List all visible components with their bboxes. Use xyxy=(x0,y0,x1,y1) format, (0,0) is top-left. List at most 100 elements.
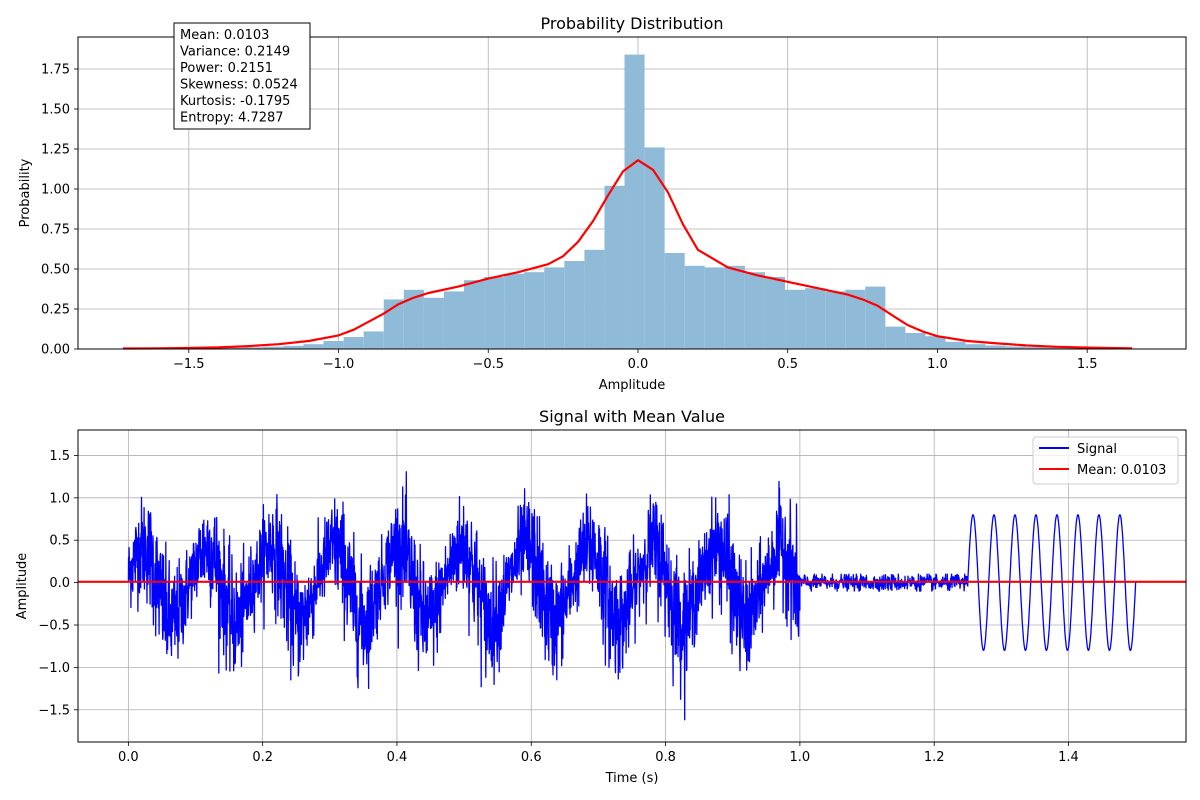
histogram-bar xyxy=(323,341,344,349)
signal-y-tick-label: 1.5 xyxy=(49,449,70,464)
stat-entropy: Entropy: 4.7287 xyxy=(180,111,284,126)
histogram-bar xyxy=(604,185,625,349)
histogram-bar xyxy=(464,280,485,349)
legend-signal-label: Signal xyxy=(1077,442,1117,457)
histogram-bar xyxy=(584,249,605,349)
histogram-x-tick-label: −1.0 xyxy=(323,357,355,372)
histogram-y-tick-label: 1.50 xyxy=(41,103,70,118)
histogram-x-ticks: −1.5 −1.0 −0.5 0.0 0.5 1.0 1.5 xyxy=(173,349,1098,372)
histogram-bars xyxy=(122,54,1127,349)
histogram-bar xyxy=(865,286,886,349)
histogram-bar xyxy=(845,289,866,349)
histogram-subplot: −1.5 −1.0 −0.5 0.0 0.5 1.0 1.5 0.00 0.25 0.50 0.7… xyxy=(18,14,1187,393)
histogram-x-tick-label: −1.5 xyxy=(173,357,205,372)
histogram-x-tick-label: −0.5 xyxy=(472,357,504,372)
histogram-bar xyxy=(965,344,986,349)
histogram-bar xyxy=(1045,347,1066,349)
signal-x-axis-label: Time (s) xyxy=(605,771,659,786)
kde-curve xyxy=(122,159,1133,350)
signal-y-axis-label: Amplitude xyxy=(15,553,30,620)
histogram-bar xyxy=(484,277,505,349)
signal-y-tick-label: 0.5 xyxy=(49,534,70,549)
histogram-bar xyxy=(805,288,826,349)
histogram-bar xyxy=(704,267,725,349)
histogram-bar xyxy=(905,333,926,349)
histogram-bar xyxy=(684,265,705,349)
histogram-bar xyxy=(383,299,404,349)
histogram-bar xyxy=(223,347,244,349)
signal-x-ticks: 0.0 0.2 0.4 0.6 0.8 1.0 1.2 1.4 xyxy=(118,742,1079,765)
histogram-x-axis-label: Amplitude xyxy=(599,378,666,393)
histogram-bar xyxy=(443,291,465,349)
histogram-bar xyxy=(825,291,846,349)
histogram-y-tick-label: 0.25 xyxy=(41,303,70,318)
histogram-bar xyxy=(644,147,665,349)
legend-mean-label: Mean: 0.0103 xyxy=(1077,463,1166,478)
histogram-y-tick-label: 0.50 xyxy=(41,263,70,278)
histogram-y-tick-label: 0.00 xyxy=(41,343,70,358)
stat-kurtosis: Kurtosis: -0.1795 xyxy=(180,94,290,109)
legend-frame xyxy=(1032,436,1179,485)
signal-y-tick-label: −1.0 xyxy=(38,661,70,676)
signal-y-tick-label: −0.5 xyxy=(38,619,70,634)
histogram-y-tick-label: 1.25 xyxy=(41,143,70,158)
signal-title: Signal with Mean Value xyxy=(539,407,725,426)
histogram-bar xyxy=(985,345,1006,349)
stat-mean: Mean: 0.0103 xyxy=(180,28,269,43)
histogram-x-tick-label: 1.5 xyxy=(1077,357,1098,372)
histogram-bar xyxy=(524,272,545,349)
histogram-bar xyxy=(504,273,525,349)
histogram-bar xyxy=(263,346,284,349)
histogram-x-tick-label: 0.5 xyxy=(777,357,798,372)
histogram-bar xyxy=(664,253,685,349)
statistics-box-border xyxy=(173,22,311,130)
signal-axes-frame xyxy=(77,429,1187,743)
histogram-bar xyxy=(925,336,946,349)
signal-y-tick-label: 0.0 xyxy=(49,576,70,591)
histogram-bar xyxy=(283,345,304,349)
stat-power: Power: 0.2151 xyxy=(180,61,273,76)
histogram-bar xyxy=(243,347,264,349)
histogram-x-tick-label: 0.0 xyxy=(628,357,649,372)
kde-curve-group xyxy=(122,159,1133,350)
signal-x-tick-label: 0.8 xyxy=(655,750,676,765)
histogram-y-ticks: 0.00 0.25 0.50 0.75 1.00 1.25 1.50 1.75 xyxy=(41,63,78,358)
signal-x-tick-label: 0.0 xyxy=(118,750,139,765)
histogram-bar xyxy=(303,344,324,349)
histogram-bar xyxy=(423,297,444,349)
signal-x-tick-label: 0.4 xyxy=(387,750,408,765)
signal-x-tick-label: 1.2 xyxy=(924,750,945,765)
signal-legend: Signal Mean: 0.0103 xyxy=(1032,436,1179,485)
histogram-y-tick-label: 0.75 xyxy=(41,223,70,238)
histogram-y-axis-label: Probability xyxy=(18,158,33,227)
signal-x-tick-label: 1.0 xyxy=(790,750,811,765)
histogram-title: Probability Distribution xyxy=(540,14,723,33)
histogram-bar xyxy=(1025,347,1046,349)
histogram-bar xyxy=(744,272,765,349)
histogram-bar xyxy=(403,289,424,349)
signal-y-ticks: −1.5 −1.0 −0.5 0.0 0.5 1.0 1.5 xyxy=(38,449,78,718)
histogram-y-tick-label: 1.00 xyxy=(41,183,70,198)
signal-lines-group xyxy=(78,471,1186,721)
histogram-bar xyxy=(363,331,384,349)
histogram-bar xyxy=(885,326,906,349)
histogram-bar xyxy=(544,267,565,349)
signal-x-tick-label: 0.6 xyxy=(521,750,542,765)
stat-variance: Variance: 0.2149 xyxy=(180,45,290,60)
statistics-annotation-box: Mean: 0.0103 Variance: 0.2149 Power: 0.2… xyxy=(173,22,311,130)
histogram-bar xyxy=(564,261,585,349)
signal-x-tick-label: 0.2 xyxy=(252,750,273,765)
histogram-bar xyxy=(624,54,645,349)
signal-y-tick-label: −1.5 xyxy=(38,703,70,718)
histogram-axes-frame xyxy=(77,36,1187,350)
histogram-bar xyxy=(1005,346,1026,349)
histogram-bar xyxy=(724,265,745,349)
signal-y-tick-label: 1.0 xyxy=(49,491,70,506)
signal-x-tick-label: 1.4 xyxy=(1058,750,1079,765)
histogram-bar xyxy=(343,337,364,349)
histogram-bar xyxy=(945,341,966,349)
signal-subplot: 0.0 0.2 0.4 0.6 0.8 1.0 1.2 1.4 −1.5 −1.0 −0.5 0.0… xyxy=(15,407,1187,786)
histogram-bar xyxy=(785,289,806,349)
